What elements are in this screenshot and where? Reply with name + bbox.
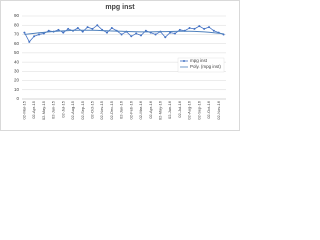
y-tick-label: 0 bbox=[16, 96, 19, 101]
x-tick-label: 02-Apr-15 bbox=[31, 100, 36, 119]
x-tick-label: 02-Apr-16 bbox=[148, 100, 153, 119]
data-point bbox=[38, 33, 40, 36]
data-point bbox=[81, 30, 84, 33]
legend-box bbox=[177, 57, 225, 73]
x-tick-label: 02-Aug-15 bbox=[70, 100, 75, 119]
x-tick-label: 02-Sep-16 bbox=[196, 100, 201, 119]
x-tick-label: 02-Dec-15 bbox=[109, 100, 114, 119]
data-point bbox=[193, 27, 196, 30]
data-point bbox=[208, 26, 210, 29]
chart-title: mpg inst bbox=[105, 4, 135, 11]
trend-line bbox=[24, 29, 224, 35]
y-tick-label: 40 bbox=[14, 59, 20, 64]
data-point bbox=[67, 27, 70, 30]
x-tick-label: 02-Oct-16 bbox=[206, 100, 211, 119]
data-point bbox=[57, 28, 60, 31]
data-point bbox=[62, 31, 65, 34]
chart: mpg inst 0 10 20 30 40 50 60 70 80 90 02-Mar-15 02-… bbox=[0, 0, 240, 131]
y-tick-label: 30 bbox=[14, 69, 20, 74]
x-tick-label: 02-Sep-15 bbox=[80, 100, 85, 119]
data-point bbox=[212, 29, 215, 32]
data-point bbox=[154, 33, 157, 36]
data-point bbox=[28, 40, 31, 43]
x-tick-label: 02-Oct-15 bbox=[89, 100, 94, 119]
x-tick-label: 02-Feb-16 bbox=[128, 100, 133, 119]
data-point bbox=[144, 29, 147, 32]
page: {"chart_data": {"type": "line", "title":… bbox=[0, 0, 240, 131]
x-tick-label: 02-Jan-16 bbox=[119, 100, 124, 119]
data-point bbox=[188, 26, 191, 29]
x-tick-label: 02-Jun-15 bbox=[51, 100, 56, 119]
data-point bbox=[106, 31, 108, 34]
data-point bbox=[135, 32, 138, 35]
data-point bbox=[86, 26, 89, 29]
data-point bbox=[76, 26, 79, 29]
data-point bbox=[203, 27, 206, 30]
data-point bbox=[140, 34, 142, 37]
x-tick-label: 02-May-15 bbox=[41, 100, 46, 120]
y-tick-label: 70 bbox=[14, 32, 20, 37]
y-tick-label: 90 bbox=[14, 13, 20, 18]
x-tick-label: 02-Aug-16 bbox=[187, 100, 192, 119]
x-tick-label: 02-Jul-16 bbox=[177, 100, 182, 117]
y-tick-label: 80 bbox=[14, 22, 20, 27]
x-tick-label: 02-Mar-16 bbox=[138, 100, 143, 119]
y-tick-label: 20 bbox=[14, 78, 20, 83]
data-point bbox=[47, 29, 50, 32]
data-point bbox=[174, 32, 176, 35]
y-tick-label: 10 bbox=[14, 87, 20, 92]
legend-label: mpg inst bbox=[190, 58, 208, 63]
data-point bbox=[130, 35, 133, 38]
x-tick-label: 02-May-16 bbox=[157, 100, 162, 120]
data-point bbox=[120, 33, 123, 36]
x-tick-label: 02-Mar-15 bbox=[21, 100, 26, 119]
data-point bbox=[42, 32, 45, 35]
legend-marker bbox=[183, 60, 185, 62]
data-point bbox=[110, 26, 113, 29]
x-tick-label: 02-Nov-16 bbox=[216, 100, 221, 119]
data-point bbox=[23, 31, 26, 34]
x-tick-label: 02-Jul-15 bbox=[60, 100, 65, 117]
data-point bbox=[91, 27, 94, 30]
data-point bbox=[178, 28, 181, 31]
data-point bbox=[33, 35, 36, 38]
x-tick-label: 02-Nov-15 bbox=[99, 100, 104, 119]
x-tick-label: 02-Jun-16 bbox=[167, 100, 172, 119]
data-point bbox=[198, 25, 201, 28]
legend-label: Poly. (mpg inst) bbox=[190, 64, 221, 69]
data-point bbox=[169, 31, 172, 34]
y-tick-label: 60 bbox=[14, 41, 20, 46]
data-point bbox=[96, 24, 99, 27]
y-tick-label: 50 bbox=[14, 50, 20, 55]
data-point bbox=[164, 36, 167, 39]
